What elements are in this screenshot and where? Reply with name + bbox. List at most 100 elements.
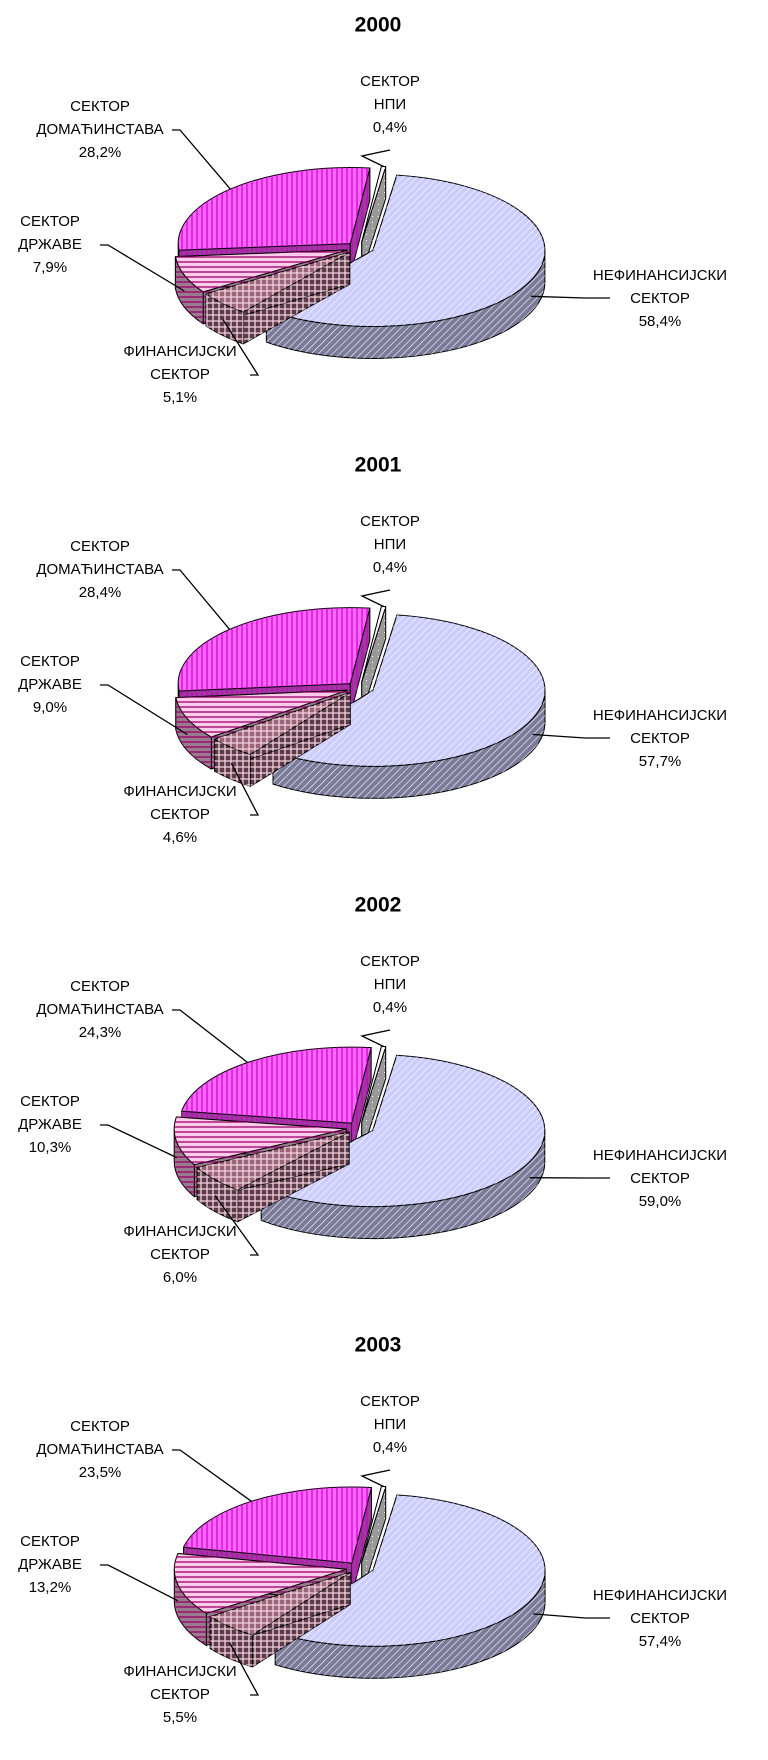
value-label: 0,4% <box>373 1439 407 1456</box>
slice-label: ФИНАНСИЈСКИ <box>123 343 236 360</box>
slice-outer-side-pattern <box>174 1569 207 1646</box>
slice <box>361 605 387 715</box>
value-label: 23,5% <box>79 1464 122 1481</box>
chart-title: 2003 <box>355 1334 402 1357</box>
value-label: 5,1% <box>163 389 197 406</box>
slice-outer-side-pattern <box>214 739 251 787</box>
slice <box>214 691 351 787</box>
leader-line <box>214 1195 260 1256</box>
slice <box>209 1571 351 1668</box>
chart-title: 2001 <box>355 454 402 477</box>
slice-label: СЕКТОР <box>70 538 130 555</box>
slice-label: СЕКТОР <box>150 1686 210 1703</box>
slice-pattern <box>174 1117 347 1165</box>
slice-outer-side-pattern <box>266 250 545 359</box>
slice-outer-side-pattern <box>275 1570 546 1679</box>
leader-line <box>100 1564 179 1602</box>
slice <box>361 1485 387 1595</box>
value-label: 24,3% <box>79 1024 122 1041</box>
slice <box>196 1131 350 1223</box>
slice-pattern <box>183 1486 372 1563</box>
slice-label: ФИНАНСИЈСКИ <box>123 1663 236 1680</box>
slice-label: ФИНАНСИЈСКИ <box>123 1223 236 1240</box>
slice-label: СЕКТОР <box>360 953 420 970</box>
slice-outer-side-pattern <box>206 294 244 344</box>
leader-line <box>360 1469 391 1488</box>
value-label: 0,4% <box>373 119 407 136</box>
leader-line <box>360 589 391 608</box>
leader-line <box>230 763 260 816</box>
leader-line <box>172 129 231 190</box>
value-label: 59,0% <box>639 1193 682 1210</box>
value-label: 0,4% <box>373 999 407 1016</box>
value-label: 13,2% <box>29 1579 72 1596</box>
slice-label: ДОМАЋИНСТАВА <box>36 121 163 138</box>
slice-outer-side-pattern <box>273 690 545 799</box>
slice-label: СЕКТОР <box>630 730 690 747</box>
slice-label: НПИ <box>374 1416 406 1433</box>
leader-line <box>360 1029 391 1048</box>
slice-pattern <box>214 692 351 755</box>
slice-radial-side-pattern <box>351 1047 372 1156</box>
slice-radial-side-pattern <box>361 1046 386 1154</box>
slice-radial-side-pattern <box>350 608 370 716</box>
slice <box>205 251 351 345</box>
slice-radial-side-pattern <box>351 1487 372 1595</box>
slice-label: НЕФИНАНСИЈСКИ <box>593 267 727 284</box>
slice-label: СЕКТОР <box>150 806 210 823</box>
slice-pattern <box>197 1131 350 1190</box>
slice-label: СЕКТОР <box>70 1418 130 1435</box>
slice-pattern <box>210 1572 351 1635</box>
value-label: 10,3% <box>29 1139 72 1156</box>
slice-label: СЕКТОР <box>630 290 690 307</box>
slice-label: НЕФИНАНСИЈСКИ <box>593 1587 727 1604</box>
value-label: 57,4% <box>639 1633 682 1650</box>
pie-chart: 2000 НЕФИНАНСИЈСКИ СЕКТОР 58,4% ФИНАНСИЈСКИ С… <box>18 14 727 406</box>
slice-radial-side-pattern <box>361 166 386 274</box>
value-label: 7,9% <box>33 259 67 276</box>
slice-label: ФИНАНСИЈСКИ <box>123 783 236 800</box>
pie-chart: 2001 НЕФИНАНСИЈСКИ СЕКТОР 57,7% ФИНАНСИЈСКИ С… <box>18 454 727 846</box>
slice-label: НЕФИНАНСИЈСКИ <box>593 707 727 724</box>
slice-label: СЕКТОР <box>70 978 130 995</box>
slice-label: СЕКТОР <box>20 1093 80 1110</box>
value-label: 58,4% <box>639 313 682 330</box>
slice-label: ДОМАЋИНСТАВА <box>36 561 163 578</box>
slice-pattern <box>174 1553 347 1614</box>
value-label: 6,0% <box>163 1269 197 1286</box>
leader-line <box>100 1124 177 1159</box>
slice-label: ДОМАЋИНСТАВА <box>36 1001 163 1018</box>
slice-outer-side-pattern <box>197 1167 238 1222</box>
slice-label: СЕКТОР <box>360 73 420 90</box>
pie-chart: 2002 НЕФИНАНСИЈСКИ СЕКТОР 59,0% ФИНАНСИЈСКИ С… <box>18 894 727 1286</box>
chart-title: 2000 <box>355 14 402 37</box>
value-label: 28,4% <box>79 584 122 601</box>
leader-line <box>533 1613 610 1619</box>
slice-label: СЕКТОР <box>360 1393 420 1410</box>
slice-outer-side-pattern <box>261 1130 545 1239</box>
slice-pattern <box>178 607 370 691</box>
slice-radial-side-pattern <box>350 168 370 276</box>
pie-chart: 2003 НЕФИНАНСИЈСКИ СЕКТОР 57,4% ФИНАНСИЈСКИ С… <box>18 1334 727 1726</box>
slice-radial-side-pattern <box>361 1486 386 1594</box>
leader-line <box>222 319 260 376</box>
slice-pattern <box>175 250 347 292</box>
slice-pattern <box>361 166 386 242</box>
leader-line <box>360 149 391 168</box>
slice-pattern <box>361 1046 386 1122</box>
slice-pattern <box>361 606 386 682</box>
leader-line <box>532 733 610 739</box>
leader-line <box>531 295 610 299</box>
slice-outer-side-pattern <box>175 256 204 324</box>
slice-pattern <box>361 1486 386 1562</box>
value-label: 9,0% <box>33 699 67 716</box>
value-label: 0,4% <box>373 559 407 576</box>
slice-label: СЕКТОР <box>20 1533 80 1550</box>
slice-radial-side-pattern <box>361 606 386 714</box>
slice-label: НПИ <box>374 96 406 113</box>
slice-label: ДРЖАВЕ <box>18 676 82 693</box>
leader-line <box>172 569 231 630</box>
slice-outer-side-pattern <box>210 1616 253 1667</box>
